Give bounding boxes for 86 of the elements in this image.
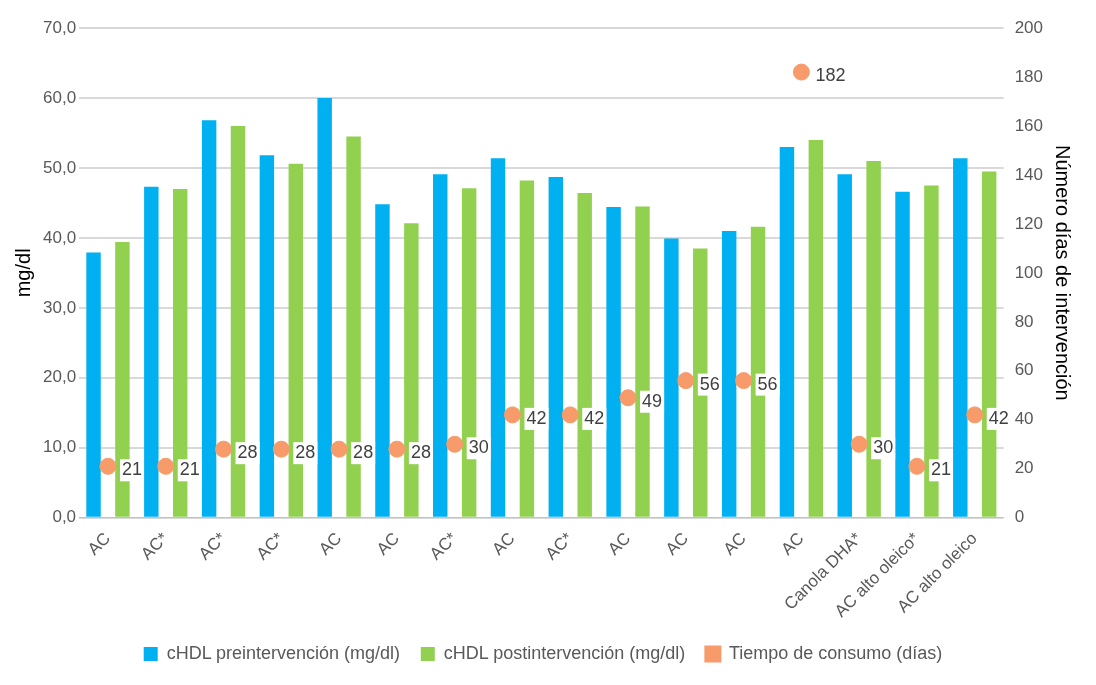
point [272, 440, 290, 458]
y-tick-label: 50,0 [42, 157, 77, 177]
point [446, 435, 464, 453]
y2-tick-label: 60 [1014, 360, 1034, 380]
bar [259, 155, 275, 517]
bar [144, 186, 159, 517]
bar [779, 146, 795, 517]
data-label: 42 [988, 407, 1009, 428]
y2-tick-label: 200 [1014, 17, 1044, 37]
y2-axis-title: Número días de intervención [1052, 145, 1075, 401]
bar [317, 97, 332, 517]
bar [86, 252, 101, 517]
point [99, 457, 117, 475]
y-tick-label: 40,0 [42, 227, 77, 247]
y2-tick-label: 20 [1014, 458, 1034, 478]
data-label: 28 [295, 442, 316, 463]
bar [808, 139, 824, 517]
y-tick-label: 60,0 [42, 87, 77, 107]
y2-tick-label: 120 [1014, 213, 1044, 233]
point [792, 63, 810, 81]
legend-label: cHDL preintervención (mg/dl) [166, 642, 401, 663]
x-tick-label: AC [315, 528, 346, 559]
x-tick-label: AC* [426, 528, 462, 564]
data-label: 21 [930, 459, 951, 480]
data-label: 28 [353, 442, 374, 463]
y2-tick-label: 40 [1014, 409, 1034, 429]
y-tick-label: 0,0 [52, 507, 77, 527]
x-tick-label: AC* [137, 528, 173, 564]
point [966, 406, 984, 424]
y2-tick-label: 0 [1014, 507, 1025, 527]
point [677, 372, 695, 390]
point [330, 440, 348, 458]
x-tick-label: AC [83, 528, 115, 559]
point [735, 372, 753, 390]
point [850, 435, 868, 453]
bar [606, 207, 621, 517]
bar [721, 230, 737, 517]
bar [201, 120, 217, 517]
data-label: 49 [642, 390, 663, 411]
x-tick-label: AC [777, 528, 808, 559]
point [157, 457, 175, 475]
x-tick-label: AC [488, 528, 519, 559]
data-label: 56 [757, 373, 778, 394]
data-label: 42 [526, 407, 547, 428]
y-axis-title: mg/dl [11, 248, 34, 298]
data-label: 56 [699, 373, 720, 394]
point [619, 389, 637, 407]
bar [490, 158, 506, 517]
bar [953, 158, 968, 517]
data-label: 21 [121, 459, 143, 480]
bar [548, 177, 564, 517]
data-label: 30 [873, 437, 894, 458]
x-tick-label: AC [604, 528, 635, 559]
y2-tick-label: 180 [1014, 66, 1044, 86]
x-tick-label: AC* [194, 528, 230, 564]
data-label: 28 [410, 442, 431, 463]
bar [664, 238, 679, 517]
point [388, 440, 406, 458]
y-tick-label: 30,0 [42, 297, 77, 317]
x-tick-label: AC [372, 528, 404, 559]
data-label: 182 [815, 65, 846, 86]
data-label: 42 [584, 407, 605, 428]
bar [375, 204, 390, 517]
data-label: 21 [179, 459, 200, 480]
y-tick-label: 70,0 [42, 17, 77, 37]
y-tick-label: 20,0 [42, 367, 77, 387]
y2-tick-label: 140 [1014, 164, 1044, 184]
point [561, 406, 579, 424]
legend-label: cHDL postintervención (mg/dl) [443, 642, 686, 663]
x-tick-label: AC [719, 528, 750, 559]
legend-label: Tiempo de consumo (días) [728, 642, 943, 663]
bar [895, 191, 910, 517]
point [215, 440, 233, 458]
x-tick-label: AC* [252, 528, 288, 564]
y2-tick-label: 80 [1014, 311, 1034, 331]
y-tick-label: 10,0 [42, 437, 77, 457]
x-tick-label: AC [661, 528, 692, 559]
y2-tick-label: 160 [1014, 115, 1044, 135]
point [503, 406, 521, 424]
bar [433, 174, 448, 517]
data-label: 28 [237, 442, 258, 463]
y2-tick-label: 100 [1014, 262, 1044, 282]
data-label: 30 [468, 437, 489, 458]
bar [837, 174, 852, 517]
point [908, 457, 926, 475]
x-tick-label: AC* [541, 528, 577, 564]
